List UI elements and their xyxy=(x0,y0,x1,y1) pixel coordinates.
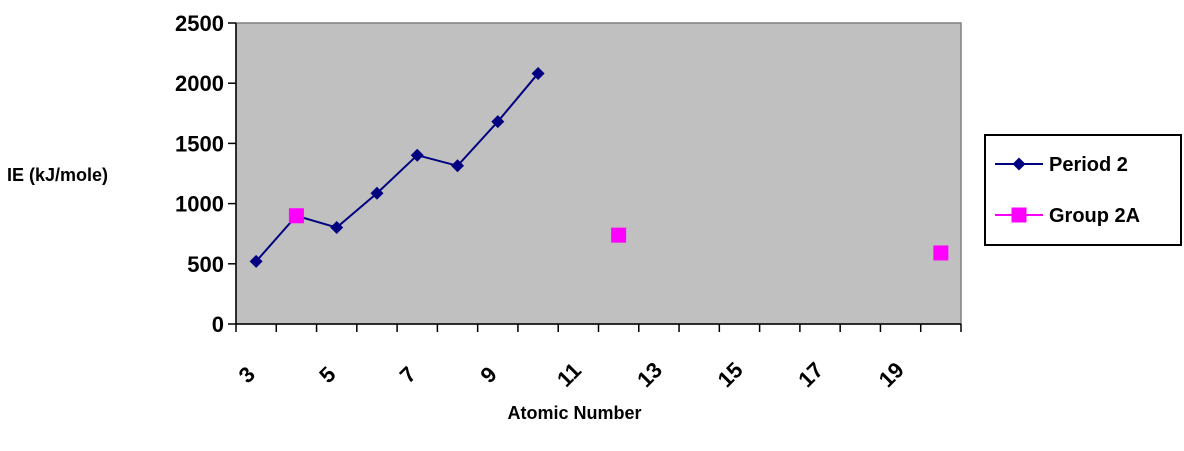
legend: Period 2 Group 2A xyxy=(984,134,1182,246)
data-point xyxy=(1012,157,1026,171)
x-tick-label: 11 xyxy=(552,358,586,392)
data-point xyxy=(451,159,465,173)
x-tick-label: 17 xyxy=(793,357,828,392)
legend-label: Group 2A xyxy=(1049,205,1140,227)
x-tick-label: 15 xyxy=(713,357,748,392)
series-layer xyxy=(249,66,949,268)
y-tick-label: 1500 xyxy=(175,131,224,156)
x-tick-label: 13 xyxy=(632,357,667,392)
data-point xyxy=(249,254,263,268)
plot-area xyxy=(235,22,962,325)
x-axis: 3 5 7 9 11 13 15 17 19 xyxy=(234,323,962,392)
series-group-2a xyxy=(288,208,949,261)
x-tick-label: 3 xyxy=(234,362,260,388)
data-point xyxy=(531,66,545,80)
legend-box xyxy=(984,134,1182,246)
data-point xyxy=(611,227,627,243)
y-axis-title: IE (kJ/mole) xyxy=(7,165,108,185)
x-tick-label: 19 xyxy=(874,357,909,392)
data-point xyxy=(1011,207,1027,223)
data-point xyxy=(330,221,344,235)
x-tick-label: 7 xyxy=(395,362,421,388)
y-axis: 0 500 1000 1500 2000 2500 xyxy=(175,11,237,337)
x-tick-label: 5 xyxy=(314,362,340,388)
legend-item: Period 2 xyxy=(995,154,1128,176)
legend-item: Group 2A xyxy=(995,205,1140,227)
y-tick-label: 2500 xyxy=(175,11,224,36)
y-tick-label: 0 xyxy=(212,312,224,337)
legend-label: Period 2 xyxy=(1049,154,1128,176)
data-point xyxy=(491,115,505,129)
y-tick-label: 500 xyxy=(187,252,224,277)
y-tick-label: 2000 xyxy=(175,71,224,96)
data-point xyxy=(933,245,949,261)
data-point xyxy=(370,186,384,200)
data-point xyxy=(410,148,424,162)
y-tick-label: 1000 xyxy=(175,192,224,217)
x-axis-title: Atomic Number xyxy=(507,403,641,423)
data-point xyxy=(288,208,304,224)
x-tick-label: 9 xyxy=(475,362,501,388)
